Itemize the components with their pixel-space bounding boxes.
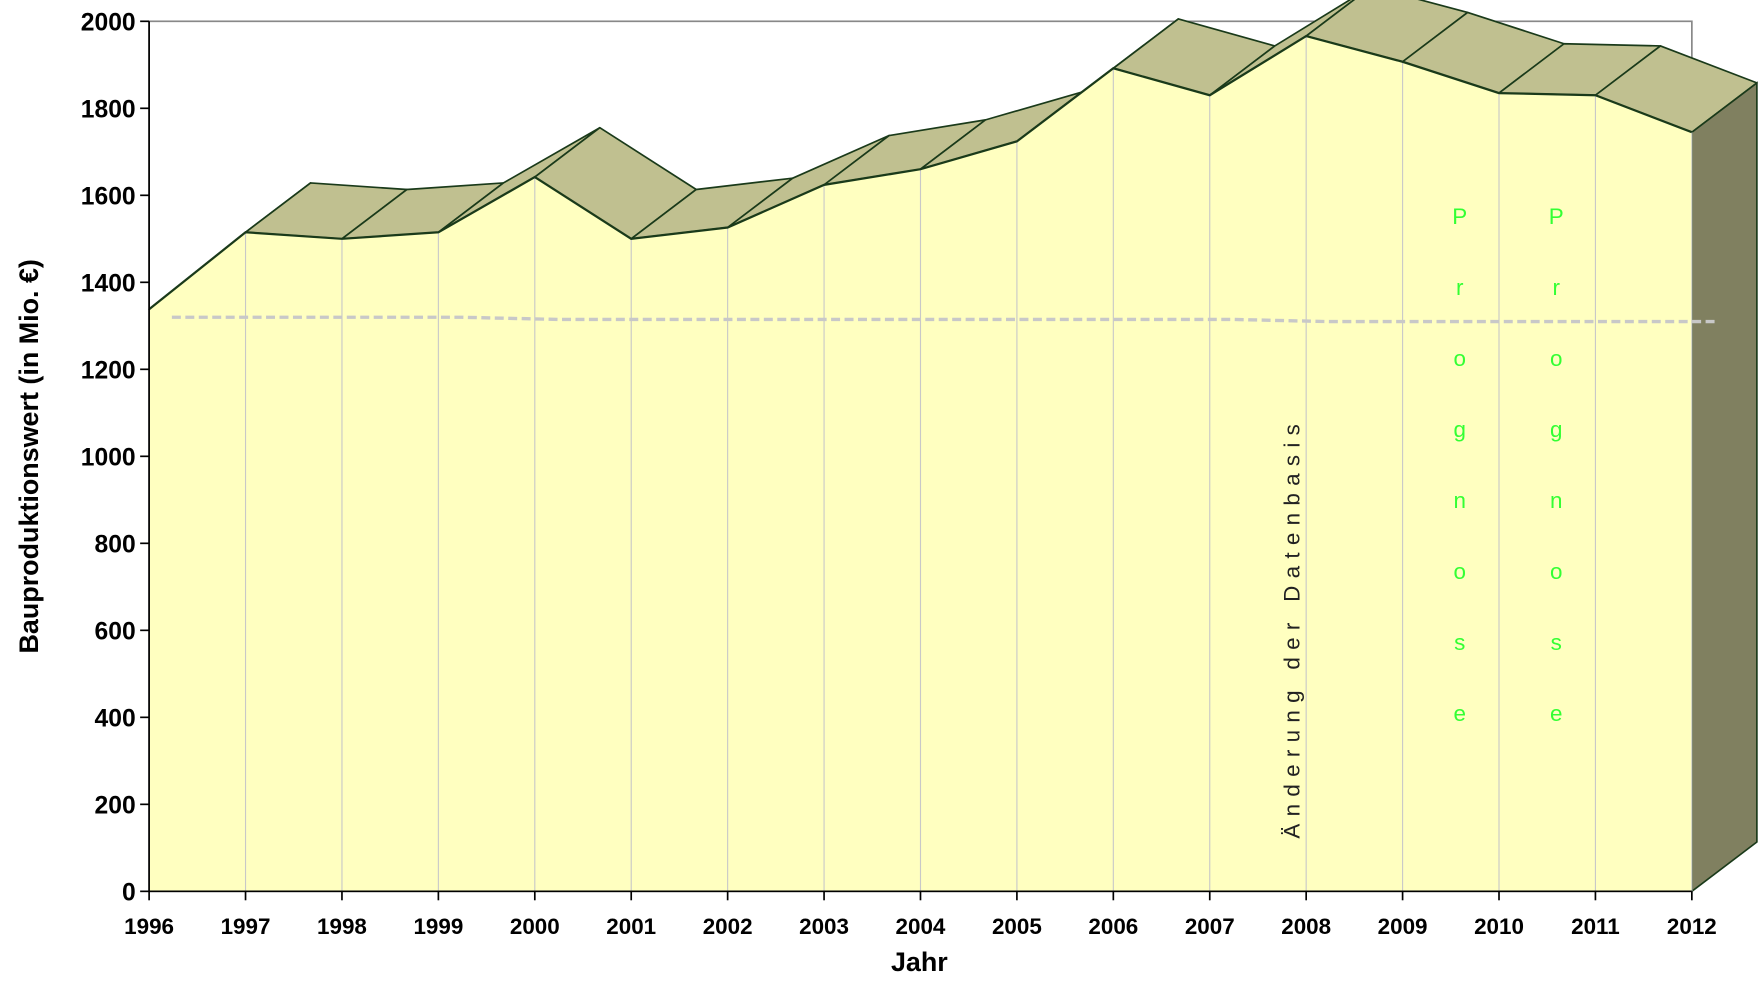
y-tick-label: 0: [122, 879, 136, 906]
y-tick-label: 400: [95, 705, 136, 732]
x-tick-label: 2005: [992, 914, 1042, 939]
annotation: Änderung der Datenbasis: [1279, 417, 1304, 839]
x-tick-label: 2003: [799, 914, 849, 939]
y-tick-label: 1400: [81, 270, 136, 297]
y-tick-label: 800: [95, 531, 136, 558]
y-tick-label: 1600: [81, 183, 136, 210]
x-tick-label: 2001: [606, 914, 656, 939]
x-tick-label: 1996: [124, 914, 174, 939]
x-tick-label: 1999: [413, 914, 463, 939]
x-tick-label: 1997: [221, 914, 271, 939]
y-tick-label: 1800: [81, 96, 136, 123]
x-tick-label: 1998: [317, 914, 367, 939]
y-tick-label: 1000: [81, 444, 136, 471]
y-tick-label: 600: [95, 618, 136, 645]
annotation: Prognose: [1544, 204, 1569, 772]
x-tick-label: 2004: [896, 914, 946, 939]
x-tick-label: 2012: [1667, 914, 1717, 939]
y-axis-label: Bauproduktionswert (in Mio. €): [14, 259, 44, 653]
area-outline: [148, 34, 1693, 311]
x-tick-label: 2000: [510, 914, 560, 939]
y-tick-label: 1200: [81, 357, 136, 384]
x-axis-label: Jahr: [891, 947, 948, 977]
x-tick-label: 2010: [1474, 914, 1524, 939]
x-tick-label: 2011: [1571, 914, 1620, 939]
y-tick-label: 2000: [81, 9, 136, 36]
x-tick-label: 2002: [703, 914, 753, 939]
y-tick-label: 200: [95, 792, 136, 819]
side-face: [1691, 81, 1758, 894]
x-tick-label: 2009: [1378, 914, 1428, 939]
x-tick-label: 2006: [1088, 914, 1138, 939]
annotation: Prognose: [1447, 204, 1472, 772]
dashed-line: [171, 315, 1715, 324]
x-tick-label: 2008: [1281, 914, 1331, 939]
x-tick-label: 2007: [1185, 914, 1235, 939]
